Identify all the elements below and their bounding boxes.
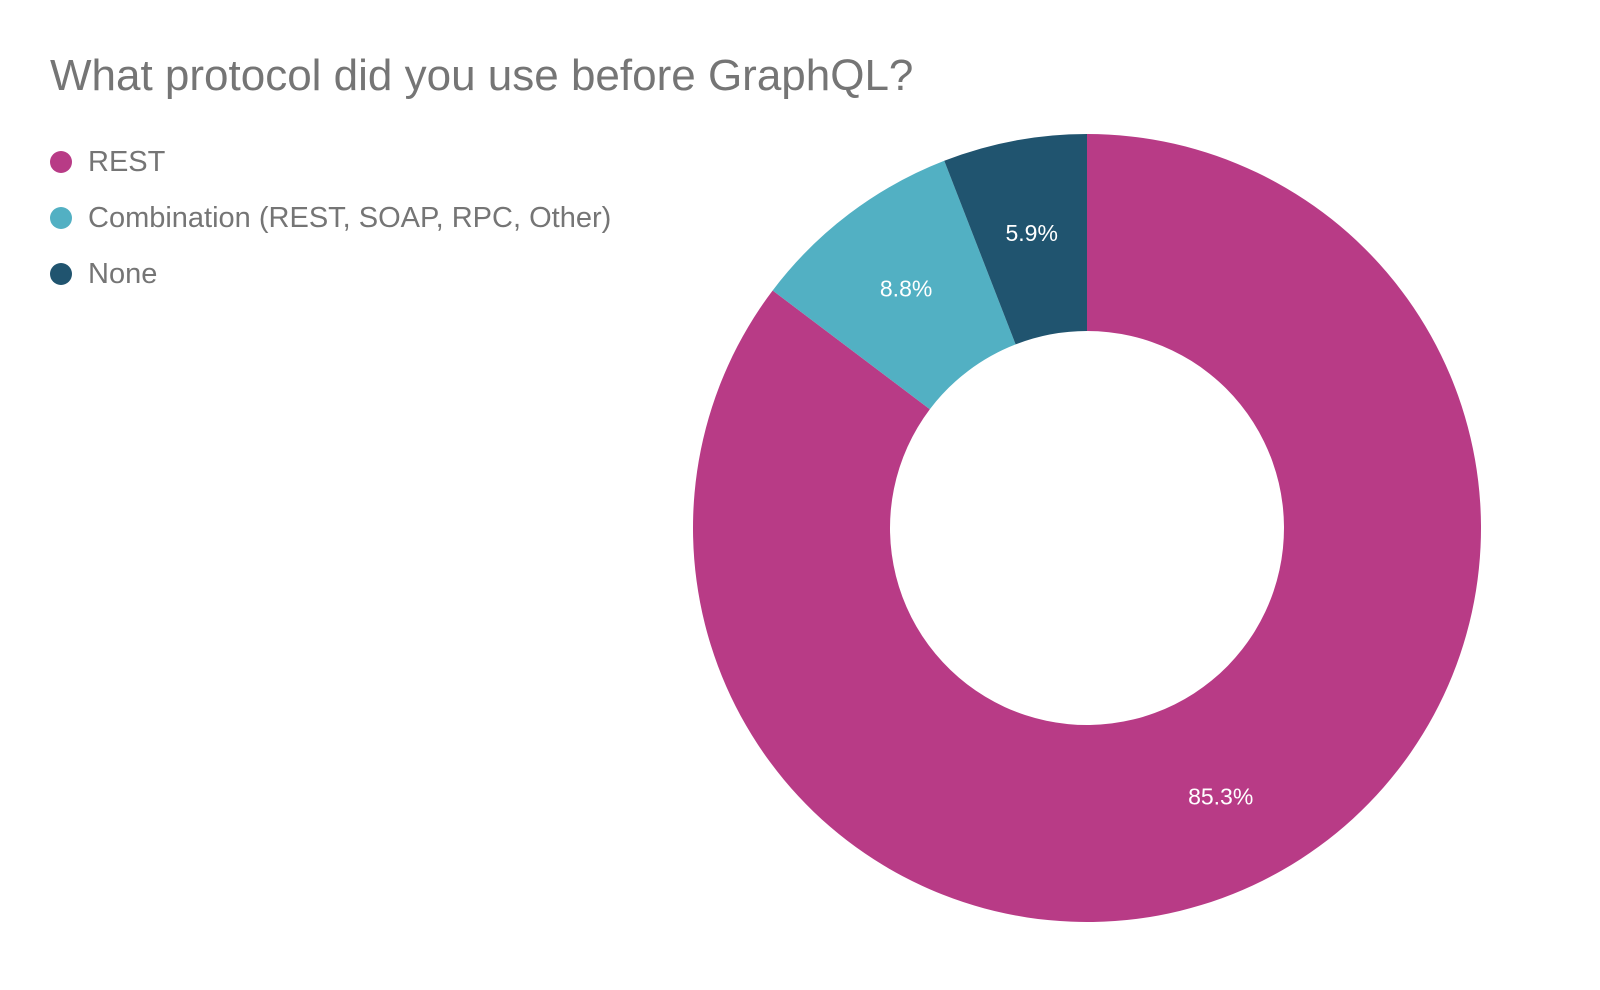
legend-item-rest[interactable]: REST <box>50 134 611 190</box>
donut-slice-none[interactable] <box>944 134 1087 345</box>
legend-item-combination[interactable]: Combination (REST, SOAP, RPC, Other) <box>50 190 611 246</box>
legend-label-rest: REST <box>88 145 166 178</box>
legend-swatch-rest <box>50 151 72 173</box>
chart-title: What protocol did you use before GraphQL… <box>50 51 914 100</box>
legend-item-none[interactable]: None <box>50 246 611 302</box>
donut-slice-rest[interactable] <box>693 134 1482 923</box>
chart-legend: REST Combination (REST, SOAP, RPC, Other… <box>50 134 611 302</box>
donut-slice-labels: 85.3% 8.8% 5.9% <box>880 220 1253 809</box>
slice-label-rest: 85.3% <box>1188 784 1253 810</box>
slice-label-combination-rest-soap-rpc-other: 8.8% <box>880 276 932 302</box>
legend-label-combination: Combination (REST, SOAP, RPC, Other) <box>88 201 612 234</box>
legend-swatch-none <box>50 263 72 285</box>
legend-label-none: None <box>88 257 158 290</box>
legend-swatch-combination <box>50 207 72 229</box>
donut-slices <box>693 134 1482 923</box>
donut-slice-combination-rest-soap-rpc-other[interactable] <box>772 160 1016 410</box>
slice-label-none: 5.9% <box>1005 220 1057 246</box>
